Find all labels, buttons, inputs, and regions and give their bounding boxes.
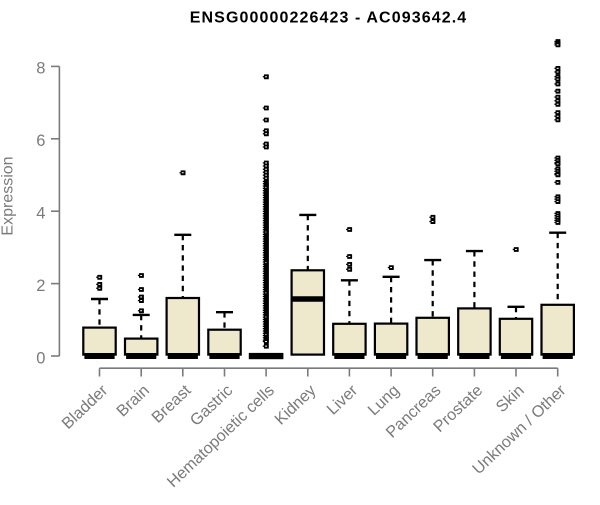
svg-text:ENSG00000226423 - AC093642.4: ENSG00000226423 - AC093642.4 xyxy=(190,10,468,27)
svg-text:0: 0 xyxy=(36,349,45,367)
svg-text:2: 2 xyxy=(36,277,45,295)
svg-text:Expression: Expression xyxy=(0,156,17,235)
svg-text:4: 4 xyxy=(36,205,45,223)
svg-text:8: 8 xyxy=(36,60,45,78)
svg-text:6: 6 xyxy=(36,132,45,150)
